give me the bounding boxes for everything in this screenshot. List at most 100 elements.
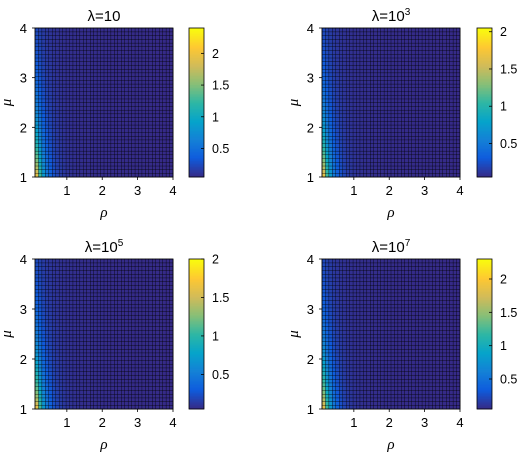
heatmap-cell xyxy=(48,326,53,331)
heatmap-cell xyxy=(114,363,119,369)
heatmap-cell xyxy=(449,154,454,159)
heatmap-cell xyxy=(356,117,361,122)
heatmap-cell xyxy=(100,330,105,335)
heatmap-cell xyxy=(446,109,451,115)
heatmap-cell xyxy=(124,46,129,51)
heatmap-cell xyxy=(383,83,388,88)
heatmap-cell xyxy=(90,106,95,111)
heatmap-cell xyxy=(34,79,39,85)
heatmap-cell xyxy=(62,83,67,88)
heatmap-cell xyxy=(114,337,119,342)
heatmap-cell xyxy=(442,72,447,77)
colorbar-segment xyxy=(477,62,492,65)
heatmap-cell xyxy=(100,117,105,122)
heatmap-cell xyxy=(152,277,157,282)
heatmap-cell xyxy=(332,50,337,55)
heatmap-cell xyxy=(370,102,375,107)
heatmap-cell xyxy=(159,348,164,354)
heatmap-cell xyxy=(138,356,143,361)
heatmap-cell xyxy=(418,76,423,81)
heatmap-cell xyxy=(162,161,167,167)
heatmap-cell xyxy=(339,98,344,103)
heatmap-cell xyxy=(145,53,150,59)
heatmap-cell xyxy=(110,53,115,59)
heatmap-cell xyxy=(127,341,132,346)
heatmap-cell xyxy=(90,154,95,159)
heatmap-cell xyxy=(114,161,119,167)
heatmap-cell xyxy=(373,46,378,51)
heatmap-cell xyxy=(107,390,112,395)
heatmap-cell xyxy=(339,143,344,148)
heatmap-cell xyxy=(352,50,357,55)
heatmap-cell xyxy=(90,356,95,361)
heatmap-cell xyxy=(96,371,101,376)
heatmap-cell xyxy=(366,91,371,96)
heatmap-cell xyxy=(79,132,84,137)
heatmap-cell xyxy=(79,363,84,369)
heatmap-cell xyxy=(38,57,43,62)
heatmap-cell xyxy=(110,154,115,159)
heatmap-cell xyxy=(65,98,70,103)
heatmap-cell xyxy=(165,124,170,129)
heatmap-cell xyxy=(62,65,67,70)
heatmap-cell xyxy=(446,65,451,70)
heatmap-cell xyxy=(83,79,88,85)
heatmap-cell xyxy=(165,113,170,118)
heatmap-cell xyxy=(141,352,146,357)
heatmap-cell xyxy=(38,94,43,100)
heatmap-cell xyxy=(103,371,108,376)
heatmap-cell xyxy=(435,102,440,107)
heatmap-cell xyxy=(114,120,119,126)
heatmap-cell xyxy=(69,356,74,361)
heatmap-cell xyxy=(124,378,129,384)
heatmap-cell xyxy=(397,161,402,167)
heatmap-cell xyxy=(148,288,153,294)
heatmap-cell xyxy=(117,147,122,152)
heatmap-cell xyxy=(321,102,326,107)
heatmap-cell xyxy=(117,113,122,118)
heatmap-cell xyxy=(411,42,416,48)
heatmap-cell xyxy=(48,150,53,156)
heatmap-cell xyxy=(421,147,426,152)
heatmap-cell xyxy=(148,363,153,369)
heatmap-cell xyxy=(41,397,46,402)
heatmap-cell xyxy=(134,61,139,66)
heatmap-cell xyxy=(79,46,84,51)
heatmap-cell xyxy=(69,330,74,335)
heatmap-cell xyxy=(121,35,126,40)
heatmap-cell xyxy=(131,393,136,399)
heatmap-cell xyxy=(145,147,150,152)
heatmap-cell xyxy=(435,83,440,88)
heatmap-cell xyxy=(110,262,115,267)
heatmap-cell xyxy=(383,120,388,126)
heatmap-cell xyxy=(370,94,375,100)
heatmap-cell xyxy=(363,61,368,66)
heatmap-cells xyxy=(321,27,461,178)
heatmap-cell xyxy=(332,109,337,115)
heatmap-cell xyxy=(72,79,77,85)
heatmap-cell xyxy=(321,61,326,66)
heatmap-cell xyxy=(432,87,437,92)
heatmap-cell xyxy=(390,120,395,126)
colorbar-segment xyxy=(477,162,492,164)
heatmap-cell xyxy=(93,154,98,159)
heatmap-cell xyxy=(377,158,382,163)
heatmap-cell xyxy=(404,68,409,74)
heatmap-cell xyxy=(90,281,95,286)
heatmap-cell xyxy=(418,109,423,115)
heatmap-cell xyxy=(76,393,81,399)
heatmap-cell xyxy=(96,382,101,387)
heatmap-cell xyxy=(342,35,347,40)
heatmap-cell xyxy=(435,42,440,48)
heatmap-cell xyxy=(93,46,98,51)
heatmap-cell xyxy=(339,113,344,118)
heatmap-cell xyxy=(373,65,378,70)
heatmap-cell xyxy=(124,158,129,163)
heatmap-cell xyxy=(117,277,122,282)
heatmap-cell xyxy=(79,72,84,77)
heatmap-cell xyxy=(425,27,430,33)
heatmap-cell xyxy=(124,150,129,156)
heatmap-cell xyxy=(55,42,60,48)
heatmap-cell xyxy=(159,79,164,85)
heatmap-cell xyxy=(41,303,46,309)
